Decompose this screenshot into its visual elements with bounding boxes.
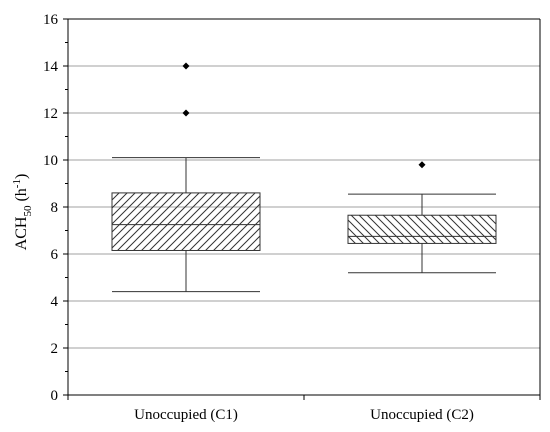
y-tick-label: 6 bbox=[51, 247, 59, 263]
y-axis-title-sup: -1 bbox=[11, 179, 23, 188]
y-tick-label: 16 bbox=[43, 12, 59, 28]
y-axis-title-unit-open: (h bbox=[13, 188, 30, 205]
outlier-point bbox=[182, 62, 190, 70]
boxes bbox=[111, 62, 497, 293]
y-axis-title: ACH50 (h-1) bbox=[11, 174, 34, 251]
x-category-label: Unoccupied (C1) bbox=[134, 407, 238, 423]
y-tick-label: 10 bbox=[43, 153, 58, 169]
y-tick-label: 12 bbox=[43, 106, 58, 122]
y-tick-label: 2 bbox=[51, 341, 59, 357]
y-tick-label: 0 bbox=[51, 388, 59, 404]
box-iqr bbox=[111, 192, 261, 251]
axes: 0 2 4 6 8 10 12 14 16 Unoccupied (C1) Unoccupied (… bbox=[43, 12, 541, 423]
y-axis-title-main: ACH bbox=[13, 216, 30, 250]
y-axis-title-sub: 50 bbox=[22, 205, 34, 217]
outlier-point bbox=[182, 109, 190, 117]
box-iqr bbox=[347, 214, 497, 244]
outlier-point bbox=[418, 161, 426, 169]
y-axis-title-unit-close: ) bbox=[13, 174, 30, 179]
y-tick-label: 14 bbox=[43, 59, 59, 75]
y-tick-label: 4 bbox=[51, 294, 59, 310]
x-category-label: Unoccupied (C2) bbox=[370, 407, 474, 423]
y-tick-label: 8 bbox=[51, 200, 59, 216]
